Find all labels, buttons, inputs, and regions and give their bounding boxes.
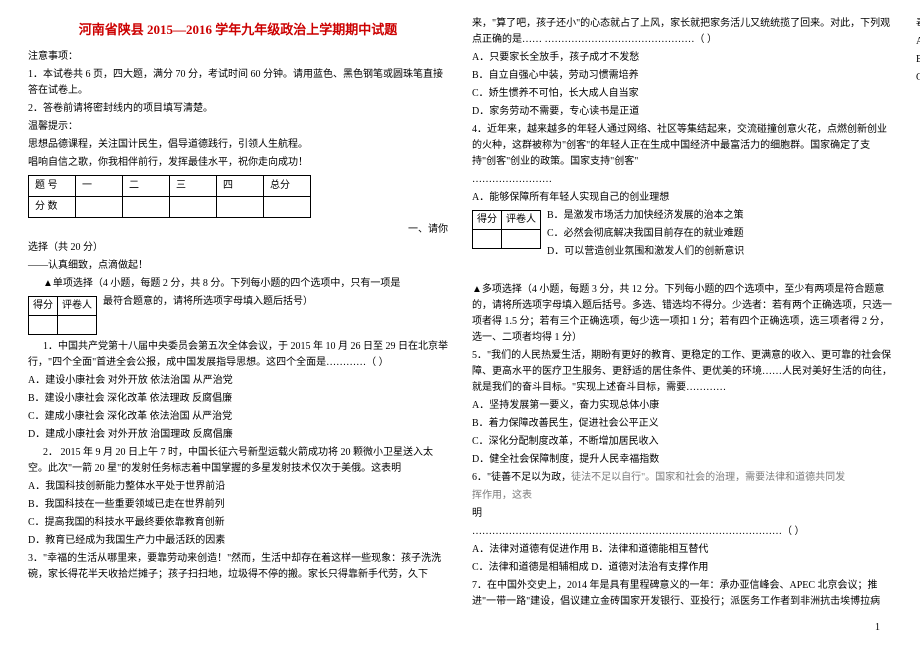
score-blank (170, 196, 217, 217)
q1-b: B．建设小康社会 深化改革 依法理政 反腐倡廉 (28, 391, 448, 407)
q3-a: A．只要家长全放手，孩子成才不发愁 (472, 50, 892, 66)
score-th-3: 三 (170, 175, 217, 196)
q1-c: C．建成小康社会 深化改革 依法治国 从严治党 (28, 409, 448, 425)
grader-h1: 得分 (473, 211, 502, 230)
score-th-4: 四 (217, 175, 264, 196)
notice-1: 1．本试卷共 6 页，四大题，满分 70 分，考试时间 60 分钟。请用蓝色、黑… (28, 67, 448, 99)
grader-blank (473, 230, 502, 249)
q2-a: A．我国科技创新能力整体水平处于世界前沿 (28, 479, 448, 495)
q3-c: C．娇生惯养不可怕，长大成人自当家 (472, 86, 892, 102)
score-th-5: 总分 (264, 175, 311, 196)
single-select-header: ▲单项选择（4 小题，每题 2 分，共 8 分。下列每小题的四个选项中，只有一项… (28, 276, 448, 292)
q5-a: A．坚持发展第一要义，奋力实现总体小康 (472, 398, 892, 414)
q4: 4．近年来，越来越多的年轻人通过网络、社区等集结起来，交流碰撞创意火花，点燃创新… (472, 122, 892, 170)
q6-tail: 挥作用，这表 (472, 488, 892, 504)
score-table: 题 号 一 二 三 四 总分 分 数 (28, 175, 311, 218)
q6-ab: A．法律对道德有促进作用 B．法律和道德能相互替代 (472, 542, 892, 558)
q7-a: A．树立起了一个负责任大国的形象 (916, 34, 920, 50)
q1-a: A．建设小康社会 对外开放 依法治国 从严治党 (28, 373, 448, 389)
q5-c: C．深化分配制度改革，不断增加居民收入 (472, 434, 892, 450)
q7-c: C．是维护世界和平稳定的重要力量 (916, 70, 920, 86)
q2-b: B．我国科技在一些重要领域已走在世界前列 (28, 497, 448, 513)
score-row2: 分 数 (29, 196, 76, 217)
score-blank (217, 196, 264, 217)
q5-d: D．健全社会保障制度，提升人民幸福指数 (472, 452, 892, 468)
exam-title: 河南省陕县 2015—2016 学年九年级政治上学期期中试题 (28, 20, 448, 41)
q1: 1．中国共产党第十八届中央委员会第五次全体会议，于 2015 年 10 月 26… (28, 339, 448, 371)
q6-cd: C．法律和道德是相辅相成 D．道德对法治有支撑作用 (472, 560, 892, 576)
score-blank (76, 196, 123, 217)
tip-2: 唱响自信之歌，你我相伴前行，发挥最佳水平，祝你走向成功！ (28, 155, 448, 171)
section1-intro2: 选择（共 20 分） (28, 240, 448, 256)
page-number: 1 (0, 620, 920, 636)
q5-b: B．着力保障改善民生，促进社会公平正义 (472, 416, 892, 432)
grader-h1: 得分 (29, 296, 58, 315)
section1-intro3: ——认真细致，点滴做起！ (28, 258, 448, 274)
grader-blank (502, 230, 541, 249)
q2-d: D．教育已经成为我国生产力中最活跃的因素 (28, 533, 448, 549)
q2-c: C．提高我国的科技水平最终要依靠教育创新 (28, 515, 448, 531)
grader-table-2: 得分评卷人 (472, 210, 541, 249)
q4-a: A．能够保障所有年轻人实现自己的创业理想 (472, 190, 892, 206)
notice-2: 2．答卷前请将密封线内的项目填写清楚。 (28, 101, 448, 117)
grader-blank (29, 315, 58, 334)
q3-d: D．家务劳动不需要，专心读书是正道 (472, 104, 892, 120)
grader-table-1: 得分评卷人 (28, 296, 97, 335)
q2: 2． 2015 年 9 月 20 日上午 7 时，中国长征六号新型运载火箭成功将… (28, 445, 448, 477)
tip-1: 思想品德课程，关注国计民生，倡导道德践行，引领人生航程。 (28, 137, 448, 153)
q6-tail2: 明 (472, 506, 892, 522)
grader-h2: 评卷人 (58, 296, 97, 315)
section1-intro1: 一、请你 (28, 222, 448, 238)
grader-h2: 评卷人 (502, 211, 541, 230)
score-blank (123, 196, 170, 217)
q6-gray: 徒法不足以自行"。国家和社会的治理，需要法律和道德共同发 (571, 472, 845, 483)
q6-lead: 6．"徒善不足以为政， (472, 472, 571, 483)
grader-blank (58, 315, 97, 334)
q4-tail: …………………… (472, 172, 892, 188)
tip-header: 温馨提示： (28, 119, 448, 135)
score-th-0: 题 号 (29, 175, 76, 196)
score-blank (264, 196, 311, 217)
q1-d: D．建成小康社会 对外开放 治国理政 反腐倡廉 (28, 427, 448, 443)
score-th-2: 二 (123, 175, 170, 196)
multi-select-header: ▲多项选择（4 小题，每题 3 分，共 12 分。下列每小题的四个选项中，至少有… (472, 282, 892, 346)
q6-dots: …………………………………………………………………………………（ ） (472, 524, 892, 540)
q6: 6．"徒善不足以为政，徒法不足以自行"。国家和社会的治理，需要法律和道德共同发 (472, 470, 892, 486)
score-th-1: 一 (76, 175, 123, 196)
q5: 5．"我们的人民热爱生活，期盼有更好的教育、更稳定的工作、更满意的收入、更可靠的… (472, 348, 892, 396)
q3-b: B．自立自强心中装，劳动习惯需培养 (472, 68, 892, 84)
notice-header: 注意事项： (28, 49, 448, 65)
q7-b: B．已经跻身于世界发达国家的行列 (916, 52, 920, 68)
